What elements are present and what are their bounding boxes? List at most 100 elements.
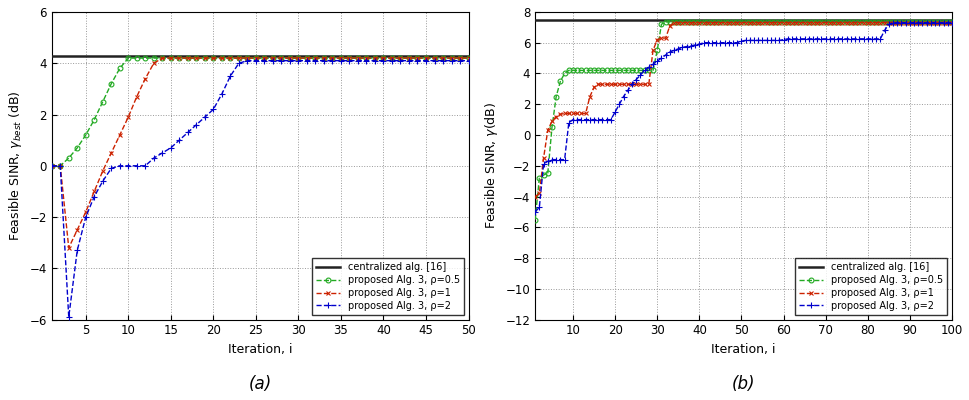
proposed Alg. 3, ρ=0.5 <box>609 68 620 73</box>
proposed Alg. 3, ρ=0.5 <box>156 56 168 60</box>
proposed Alg. 3, ρ=2 <box>327 58 338 63</box>
proposed Alg. 3, ρ=0.5 <box>394 56 406 60</box>
proposed Alg. 3, ρ=1 <box>369 56 381 60</box>
proposed Alg. 3, ρ=1 <box>609 82 620 87</box>
proposed Alg. 3, ρ=0.5 <box>173 56 185 60</box>
X-axis label: Iteration, i: Iteration, i <box>710 343 775 356</box>
proposed Alg. 3, ρ=0.5 <box>250 56 262 60</box>
proposed Alg. 3, ρ=0.5 <box>284 56 296 60</box>
proposed Alg. 3, ρ=2 <box>241 58 253 63</box>
proposed Alg. 3, ρ=0.5 <box>411 56 422 60</box>
proposed Alg. 3, ρ=1 <box>453 56 465 60</box>
proposed Alg. 3, ρ=1 <box>113 133 125 138</box>
proposed Alg. 3, ρ=0.5 <box>79 133 91 138</box>
proposed Alg. 3, ρ=0.5 <box>72 146 83 150</box>
Line: proposed Alg. 3, ρ=2: proposed Alg. 3, ρ=2 <box>532 20 953 215</box>
proposed Alg. 3, ρ=2 <box>131 163 142 168</box>
proposed Alg. 3, ρ=1 <box>300 56 312 60</box>
proposed Alg. 3, ρ=1 <box>233 56 244 60</box>
proposed Alg. 3, ρ=0.5 <box>122 56 134 60</box>
proposed Alg. 3, ρ=0.5 <box>747 20 759 24</box>
proposed Alg. 3, ρ=0.5 <box>275 56 287 60</box>
proposed Alg. 3, ρ=0.5 <box>224 56 235 60</box>
proposed Alg. 3, ρ=0.5 <box>445 56 456 60</box>
proposed Alg. 3, ρ=2 <box>529 210 541 214</box>
proposed Alg. 3, ρ=2 <box>79 215 91 220</box>
centralized alg. [16] <box>38 53 49 58</box>
proposed Alg. 3, ρ=0.5 <box>216 56 228 60</box>
proposed Alg. 3, ρ=1 <box>437 56 449 60</box>
proposed Alg. 3, ρ=0.5 <box>453 56 465 60</box>
proposed Alg. 3, ρ=2 <box>428 58 440 63</box>
Y-axis label: Feasible SINR, $\gamma$(dB): Feasible SINR, $\gamma$(dB) <box>483 102 499 230</box>
proposed Alg. 3, ρ=2 <box>140 163 151 168</box>
proposed Alg. 3, ρ=0.5 <box>428 56 440 60</box>
proposed Alg. 3, ρ=1 <box>182 56 194 60</box>
proposed Alg. 3, ρ=2 <box>300 58 312 63</box>
proposed Alg. 3, ρ=2 <box>54 163 66 168</box>
proposed Alg. 3, ρ=1 <box>63 246 75 250</box>
proposed Alg. 3, ρ=1 <box>916 20 927 25</box>
proposed Alg. 3, ρ=1 <box>360 56 372 60</box>
proposed Alg. 3, ρ=1 <box>343 56 355 60</box>
proposed Alg. 3, ρ=2 <box>420 58 431 63</box>
proposed Alg. 3, ρ=1 <box>928 20 940 25</box>
proposed Alg. 3, ρ=1 <box>747 20 759 25</box>
proposed Alg. 3, ρ=1 <box>529 194 541 199</box>
proposed Alg. 3, ρ=1 <box>403 56 415 60</box>
proposed Alg. 3, ρ=0.5 <box>403 56 415 60</box>
proposed Alg. 3, ρ=1 <box>106 150 117 155</box>
proposed Alg. 3, ρ=2 <box>250 58 262 63</box>
proposed Alg. 3, ρ=2 <box>293 58 304 63</box>
proposed Alg. 3, ρ=1 <box>275 56 287 60</box>
proposed Alg. 3, ρ=0.5 <box>781 20 793 24</box>
proposed Alg. 3, ρ=2 <box>916 20 927 25</box>
proposed Alg. 3, ρ=1 <box>462 56 474 60</box>
Line: proposed Alg. 3, ρ=0.5: proposed Alg. 3, ρ=0.5 <box>532 20 953 222</box>
proposed Alg. 3, ρ=1 <box>781 20 793 25</box>
proposed Alg. 3, ρ=1 <box>352 56 363 60</box>
proposed Alg. 3, ρ=1 <box>318 56 329 60</box>
Text: (b): (b) <box>731 375 755 393</box>
proposed Alg. 3, ρ=1 <box>411 56 422 60</box>
proposed Alg. 3, ρ=0.5 <box>529 217 541 222</box>
proposed Alg. 3, ρ=1 <box>259 56 270 60</box>
proposed Alg. 3, ρ=0.5 <box>190 56 202 60</box>
proposed Alg. 3, ρ=0.5 <box>233 56 244 60</box>
proposed Alg. 3, ρ=0.5 <box>369 56 381 60</box>
Text: (a): (a) <box>248 375 271 393</box>
proposed Alg. 3, ρ=0.5 <box>199 56 210 60</box>
proposed Alg. 3, ρ=2 <box>394 58 406 63</box>
proposed Alg. 3, ρ=0.5 <box>241 56 253 60</box>
proposed Alg. 3, ρ=0.5 <box>462 56 474 60</box>
proposed Alg. 3, ρ=2 <box>275 58 287 63</box>
proposed Alg. 3, ρ=1 <box>945 20 956 25</box>
proposed Alg. 3, ρ=1 <box>165 56 176 60</box>
Line: proposed Alg. 3, ρ=0.5: proposed Alg. 3, ρ=0.5 <box>49 56 471 168</box>
proposed Alg. 3, ρ=0.5 <box>182 56 194 60</box>
proposed Alg. 3, ρ=2 <box>945 20 956 25</box>
proposed Alg. 3, ρ=2 <box>63 315 75 320</box>
proposed Alg. 3, ρ=2 <box>309 58 321 63</box>
proposed Alg. 3, ρ=2 <box>113 163 125 168</box>
proposed Alg. 3, ρ=2 <box>411 58 422 63</box>
proposed Alg. 3, ρ=0.5 <box>140 56 151 60</box>
proposed Alg. 3, ρ=2 <box>352 58 363 63</box>
proposed Alg. 3, ρ=0.5 <box>437 56 449 60</box>
proposed Alg. 3, ρ=0.5 <box>352 56 363 60</box>
proposed Alg. 3, ρ=0.5 <box>46 163 57 168</box>
proposed Alg. 3, ρ=2 <box>437 58 449 63</box>
proposed Alg. 3, ρ=1 <box>377 56 389 60</box>
proposed Alg. 3, ρ=2 <box>284 58 296 63</box>
proposed Alg. 3, ρ=0.5 <box>63 156 75 160</box>
proposed Alg. 3, ρ=0.5 <box>293 56 304 60</box>
proposed Alg. 3, ρ=1 <box>131 94 142 99</box>
proposed Alg. 3, ρ=0.5 <box>377 56 389 60</box>
proposed Alg. 3, ρ=0.5 <box>386 56 397 60</box>
proposed Alg. 3, ρ=1 <box>46 163 57 168</box>
centralized alg. [16] <box>529 17 541 22</box>
Line: proposed Alg. 3, ρ=2: proposed Alg. 3, ρ=2 <box>48 58 471 320</box>
proposed Alg. 3, ρ=2 <box>266 58 278 63</box>
proposed Alg. 3, ρ=2 <box>626 82 638 87</box>
proposed Alg. 3, ρ=0.5 <box>928 20 940 24</box>
